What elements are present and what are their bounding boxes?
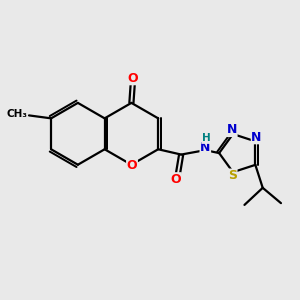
Text: O: O [128,72,138,85]
Text: H: H [202,134,211,143]
Text: S: S [228,169,237,182]
Text: CH₃: CH₃ [6,109,27,119]
Text: O: O [170,173,181,186]
Text: N: N [200,141,211,154]
Text: N: N [226,123,237,136]
Text: N: N [251,131,262,144]
Text: O: O [127,159,137,172]
